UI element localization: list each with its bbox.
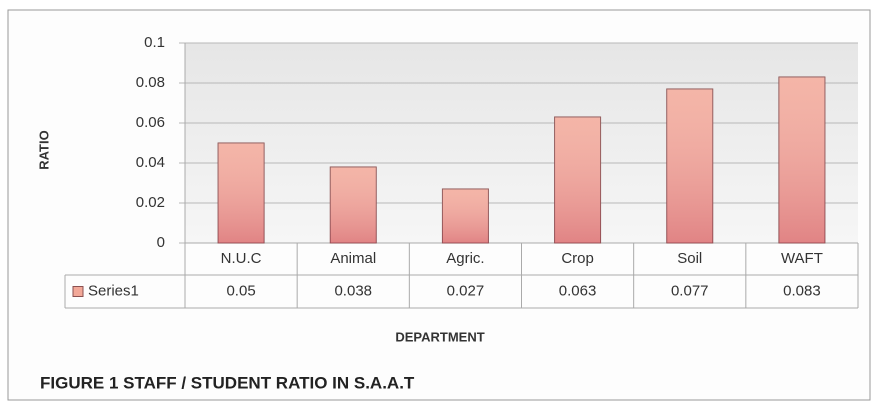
table-value: 0.077 xyxy=(671,282,709,299)
y-axis-label: RATIO xyxy=(36,130,51,169)
bar-shade xyxy=(554,117,601,243)
x-axis-label: DEPARTMENT xyxy=(395,329,484,344)
legend-label: Series1 xyxy=(88,282,139,299)
bar-shade xyxy=(330,167,377,243)
y-tick-label: 0.1 xyxy=(144,34,165,51)
table-value: 0.083 xyxy=(783,282,821,299)
y-tick-label: 0.06 xyxy=(136,114,165,131)
table-value: 0.027 xyxy=(447,282,485,299)
y-tick-label: 0 xyxy=(157,234,165,251)
legend-swatch xyxy=(72,286,84,297)
table-value: 0.05 xyxy=(226,282,255,299)
x-tick-label: Animal xyxy=(330,250,376,267)
bar-shade xyxy=(442,189,489,243)
bar-shade xyxy=(218,143,265,243)
plot-area xyxy=(185,43,858,243)
y-tick-label: 0.04 xyxy=(136,154,165,171)
table-value: 0.038 xyxy=(334,282,372,299)
y-tick-label: 0.08 xyxy=(136,74,165,91)
bar-shade xyxy=(666,89,713,243)
bar-shade xyxy=(778,77,825,243)
x-tick-label: Crop xyxy=(561,250,594,267)
x-tick-label: N.U.C xyxy=(221,250,262,267)
x-tick-label: Soil xyxy=(677,250,702,267)
x-tick-label: Agric. xyxy=(446,250,484,267)
chart-title: FIGURE 1 STAFF / STUDENT RATIO IN S.A.A.… xyxy=(40,373,415,392)
x-tick-label: WAFT xyxy=(781,250,823,267)
table-value: 0.063 xyxy=(559,282,597,299)
y-tick-label: 0.02 xyxy=(136,194,165,211)
